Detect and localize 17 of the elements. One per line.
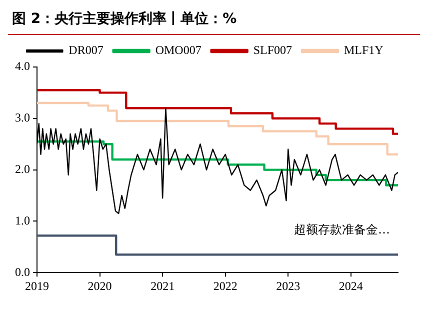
- x-tick-label: 2021: [150, 278, 175, 293]
- legend-label: MLF1Y: [344, 43, 384, 58]
- y-tick-label: 1.0: [15, 213, 30, 228]
- x-tick-label: 2022: [213, 278, 238, 293]
- y-tick-label: 0.0: [15, 264, 30, 279]
- x-tick-label: 2023: [276, 278, 300, 293]
- x-tick-label: 2019: [25, 278, 49, 293]
- x-tick-label: 2020: [88, 278, 112, 293]
- legend-label: OMO007: [155, 43, 202, 58]
- y-tick-label: 2.0: [15, 162, 30, 176]
- chart-title: 图 2：央行主要操作利率丨单位：%: [8, 8, 420, 35]
- annotation: 超额存款准备金…: [294, 222, 390, 237]
- y-tick-label: 4.0: [15, 59, 30, 74]
- legend-label: DR007: [68, 43, 104, 58]
- x-tick-label: 2024: [338, 278, 363, 293]
- y-tick-label: 3.0: [15, 110, 30, 125]
- legend-label: SLF007: [253, 43, 292, 58]
